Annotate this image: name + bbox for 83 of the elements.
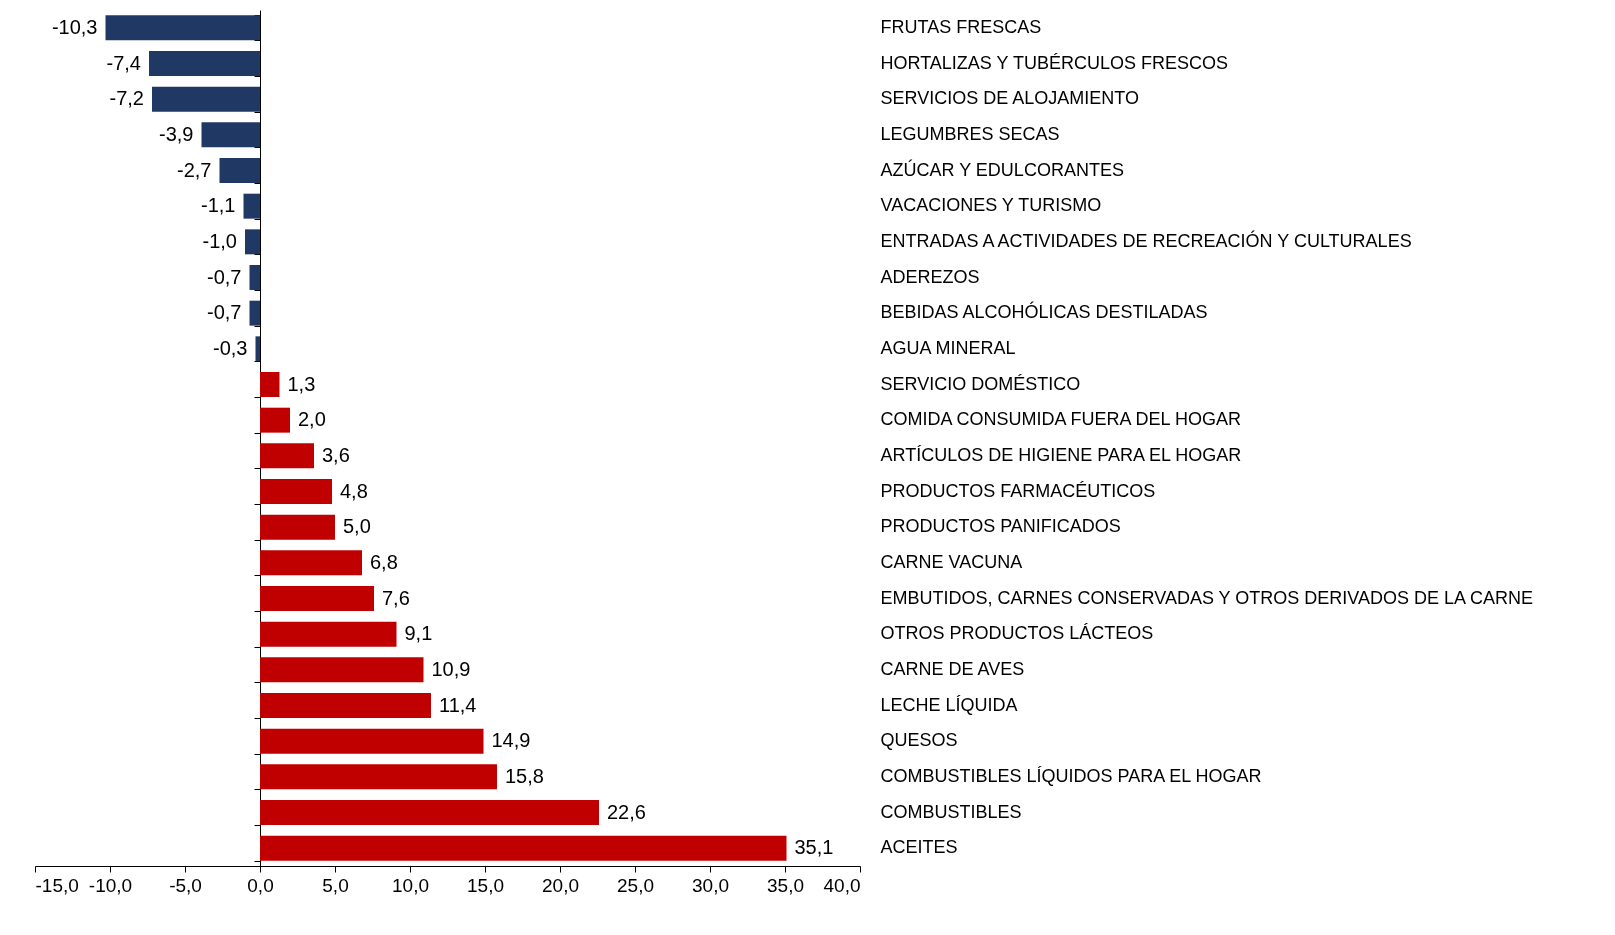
y-tick-label: QUESOS (880, 730, 958, 751)
y-tick-label: HORTALIZAS Y TUBÉRCULOS FRESCOS (880, 52, 1228, 73)
y-tick-label: VACACIONES Y TURISMO (880, 195, 1102, 216)
bar (260, 621, 397, 647)
data-label: -0,3 (213, 336, 248, 359)
bar (260, 479, 332, 504)
data-label: 15,8 (505, 764, 544, 787)
data-label: 6,8 (370, 550, 398, 573)
data-label: -0,7 (207, 265, 242, 288)
data-label: 3,6 (322, 443, 350, 466)
y-tick-label: EMBUTIDOS, CARNES CONSERVADAS Y OTROS DERIVADOS DE LA CARNE (880, 587, 1533, 608)
bar (243, 193, 260, 219)
y-tick-label: PRODUCTOS FARMACÉUTICOS (880, 480, 1156, 501)
data-label: -1,1 (201, 194, 236, 217)
bar (149, 51, 260, 76)
y-tick-label: SERVICIO DOMÉSTICO (880, 373, 1081, 394)
x-tick-label: -15,0 (35, 874, 79, 896)
y-tick-label: LECHE LÍQUIDA (880, 694, 1018, 715)
bar (219, 158, 260, 183)
bar (260, 550, 362, 576)
bar (260, 800, 599, 825)
bar (152, 86, 260, 112)
bar (201, 122, 260, 148)
data-label: 10,9 (431, 657, 471, 680)
x-tick-label: 15,0 (467, 874, 504, 896)
x-tick-label: 5,0 (322, 874, 349, 896)
data-label: 1,3 (287, 372, 316, 395)
y-tick-label: COMBUSTIBLES LÍQUIDOS PARA EL HOGAR (880, 765, 1262, 786)
bar (260, 443, 314, 469)
y-tick-label: BEBIDAS ALCOHÓLICAS DESTILADAS (880, 301, 1208, 323)
data-label: -7,2 (109, 87, 144, 110)
data-label: 7,6 (382, 586, 410, 609)
y-tick-label: OTROS PRODUCTOS LÁCTEOS (880, 623, 1154, 644)
data-label: 14,9 (491, 729, 531, 752)
y-tick-label: COMBUSTIBLES (880, 801, 1022, 822)
data-label: -1,0 (202, 229, 237, 252)
bar (260, 728, 484, 754)
bar (249, 265, 260, 290)
bar (260, 657, 424, 683)
y-tick-label: COMIDA CONSUMIDA FUERA DEL HOGAR (880, 409, 1241, 430)
y-tick-label: ADEREZOS (880, 266, 980, 287)
data-label: -3,9 (159, 122, 194, 145)
data-label: 22,6 (607, 800, 646, 823)
x-tick-label: 10,0 (392, 874, 429, 896)
y-tick-label: ACEITES (880, 837, 958, 858)
y-tick-label: CARNE DE AVES (880, 658, 1025, 679)
y-tick-label: AGUA MINERAL (880, 337, 1016, 358)
data-label: -7,4 (106, 51, 141, 74)
bar (260, 586, 374, 611)
data-label: -10,3 (51, 15, 98, 38)
x-tick-label: -10,0 (88, 874, 133, 896)
y-tick-label: FRUTAS FRESCAS (880, 16, 1042, 37)
bar (260, 835, 787, 861)
x-tick-label: 20,0 (542, 874, 579, 896)
bar (260, 514, 335, 540)
y-tick-label: LEGUMBRES SECAS (880, 123, 1060, 144)
y-tick-label: CARNE VACUNA (880, 551, 1023, 572)
x-tick-label: 0,0 (247, 874, 274, 896)
y-tick-label: PRODUCTOS PANIFICADOS (880, 516, 1121, 537)
bar (249, 300, 260, 326)
data-label: 4,8 (340, 479, 368, 502)
data-label: -0,7 (207, 301, 242, 324)
bar (260, 764, 497, 790)
bar (260, 372, 280, 397)
y-tick-label: AZÚCAR Y EDULCORANTES (880, 158, 1124, 180)
x-tick-label: 25,0 (617, 874, 654, 896)
data-label: 5,0 (343, 515, 371, 538)
x-tick-label: 30,0 (692, 874, 729, 896)
data-label: 2,0 (298, 408, 326, 431)
y-tick-label: SERVICIOS DE ALOJAMIENTO (880, 88, 1139, 109)
data-label: 11,4 (439, 693, 477, 716)
data-label: 9,1 (404, 622, 433, 645)
y-tick-label: ARTÍCULOS DE HIGIENE PARA EL HOGAR (880, 444, 1242, 465)
x-tick-label: 35,0 (767, 874, 804, 896)
y-tick-label: ENTRADAS A ACTIVIDADES DE RECREACIÓN Y CULTURALES (880, 229, 1412, 251)
bar (260, 407, 290, 433)
bar (260, 693, 431, 718)
bar (245, 229, 260, 255)
x-tick-label: 40,0 (823, 874, 861, 896)
data-label: 35,1 (794, 836, 834, 859)
bar (105, 15, 260, 41)
x-tick-label: -5,0 (169, 874, 202, 896)
data-label: -2,7 (177, 158, 212, 181)
